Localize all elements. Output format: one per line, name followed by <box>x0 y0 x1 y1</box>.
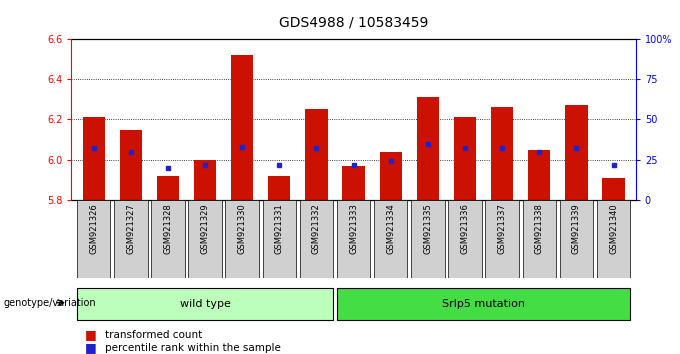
Bar <box>528 150 550 200</box>
Text: ■: ■ <box>85 341 97 354</box>
Text: GSM921328: GSM921328 <box>163 203 173 254</box>
Bar <box>602 178 625 200</box>
Text: GSM921340: GSM921340 <box>609 203 618 254</box>
Bar <box>522 200 556 278</box>
Bar <box>565 105 588 200</box>
Bar <box>231 55 254 200</box>
Bar <box>337 200 371 278</box>
Text: GDS4988 / 10583459: GDS4988 / 10583459 <box>279 16 428 30</box>
Bar <box>491 107 513 200</box>
Bar <box>120 130 142 200</box>
Text: GSM921335: GSM921335 <box>424 203 432 254</box>
Bar <box>262 200 296 278</box>
Bar <box>374 200 407 278</box>
Bar <box>268 176 290 200</box>
Text: GSM921329: GSM921329 <box>201 203 209 254</box>
Text: GSM921334: GSM921334 <box>386 203 395 254</box>
Bar <box>597 200 630 278</box>
Bar <box>157 176 179 200</box>
Bar <box>151 200 185 278</box>
Bar <box>343 166 364 200</box>
Bar <box>194 160 216 200</box>
Bar <box>114 200 148 278</box>
Bar <box>417 97 439 200</box>
Bar <box>454 118 476 200</box>
Bar <box>300 200 333 278</box>
Bar <box>77 288 333 320</box>
Bar <box>337 288 630 320</box>
Text: GSM921326: GSM921326 <box>89 203 98 254</box>
Text: GSM921337: GSM921337 <box>498 203 507 254</box>
Text: GSM921331: GSM921331 <box>275 203 284 254</box>
Bar <box>188 200 222 278</box>
Bar <box>448 200 481 278</box>
Text: ■: ■ <box>85 328 97 341</box>
Text: wild type: wild type <box>180 299 231 309</box>
Text: GSM921333: GSM921333 <box>349 203 358 254</box>
Bar <box>379 152 402 200</box>
Text: GSM921338: GSM921338 <box>534 203 544 254</box>
Bar <box>77 200 110 278</box>
Text: GSM921327: GSM921327 <box>126 203 135 254</box>
Bar <box>82 118 105 200</box>
Text: GSM921336: GSM921336 <box>460 203 469 254</box>
Text: genotype/variation: genotype/variation <box>3 298 96 308</box>
Text: Srlp5 mutation: Srlp5 mutation <box>442 299 525 309</box>
Bar <box>305 109 328 200</box>
Bar <box>411 200 445 278</box>
Text: percentile rank within the sample: percentile rank within the sample <box>105 343 282 353</box>
Text: GSM921330: GSM921330 <box>238 203 247 254</box>
Bar <box>560 200 593 278</box>
Text: GSM921332: GSM921332 <box>312 203 321 254</box>
Bar <box>226 200 259 278</box>
Bar <box>486 200 519 278</box>
Text: GSM921339: GSM921339 <box>572 203 581 254</box>
Text: transformed count: transformed count <box>105 330 203 339</box>
